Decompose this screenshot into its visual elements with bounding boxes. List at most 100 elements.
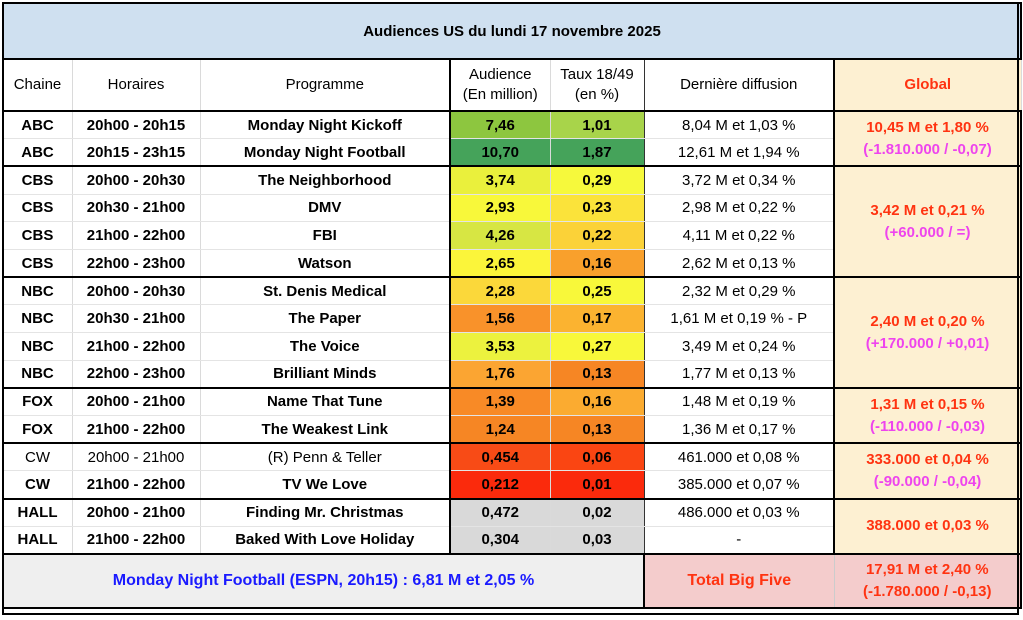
total-big-five-label: Total Big Five — [643, 553, 835, 609]
cell-derniere: 385.000 et 0,07 % — [643, 470, 835, 500]
cell-audience: 1,24 — [449, 415, 551, 444]
cell-taux: 0,13 — [549, 415, 645, 444]
header-taux-line1: Taux 18/49 — [560, 66, 634, 83]
cell-audience: 3,74 — [449, 165, 551, 195]
table-row: CW 21h00 - 22h00 TV We Love 0,212 0,01 385.00… — [2, 470, 1021, 500]
cell-taux: 1,01 — [549, 110, 645, 140]
cell-chaine: FOX — [2, 386, 73, 417]
cell-programme: FBI — [199, 221, 451, 250]
cell-programme: The Neighborhood — [199, 165, 451, 195]
cell-taux: 0,02 — [549, 497, 645, 527]
header-programme: Programme — [199, 58, 451, 112]
cell-derniere: 2,32 M et 0,29 % — [643, 276, 835, 306]
cell-chaine: NBC — [2, 276, 73, 306]
cell-horaires: 20h00 - 20h30 — [71, 165, 201, 195]
table-row: HALL 20h00 - 21h00 Finding Mr. Christmas 0,… — [2, 497, 1023, 556]
global-diff-value: (-1.810.000 / -0,07) — [863, 140, 992, 158]
cell-derniere: 486.000 et 0,03 % — [643, 497, 835, 527]
total-big-five-value: 17,91 M et 2,40 % (-1.780.000 / -0,13) — [833, 553, 1023, 609]
table-row: CBS 21h00 - 22h00 FBI 4,26 0,22 4,11 M et 0,2… — [2, 221, 1021, 250]
cell-derniere: 1,77 M et 0,13 % — [643, 359, 835, 389]
global-cw: 333.000 et 0,04 % (-90.000 / -0,04) — [832, 442, 1023, 500]
cell-taux: 0,16 — [549, 386, 645, 417]
cell-taux: 0,16 — [549, 248, 645, 278]
cell-chaine: HALL — [2, 497, 73, 527]
cell-audience: 0,454 — [449, 442, 551, 472]
cell-derniere: 8,04 M et 1,03 % — [643, 110, 835, 140]
cell-taux: 0,29 — [549, 165, 645, 195]
cell-derniere: 3,72 M et 0,34 % — [643, 165, 835, 195]
cell-programme: Finding Mr. Christmas — [199, 497, 451, 527]
cell-programme: (R) Penn & Teller — [199, 442, 451, 472]
cell-programme: DMV — [199, 193, 451, 223]
cell-audience: 0,304 — [449, 525, 551, 555]
table-row: NBC 22h00 - 23h00 Brilliant Minds 1,76 0,13 1… — [2, 359, 1021, 389]
cell-derniere: 2,98 M et 0,22 % — [643, 193, 835, 223]
total-main-value: 17,91 M et 2,40 % — [865, 561, 989, 578]
cell-horaires: 20h00 - 21h00 — [71, 442, 201, 472]
cell-audience: 1,76 — [449, 359, 551, 389]
cell-chaine: NBC — [2, 332, 73, 361]
cell-horaires: 21h00 - 22h00 — [71, 525, 201, 555]
cell-chaine: NBC — [2, 359, 73, 389]
cell-derniere: 1,36 M et 0,17 % — [643, 415, 835, 444]
table-row: CBS 20h00 - 20h30 The Neighborhood 3,74 0,29… — [2, 165, 1023, 279]
cell-chaine: CBS — [2, 248, 73, 278]
global-diff-value: (-110.000 / -0,03) — [869, 417, 986, 435]
table-row: NBC 20h30 - 21h00 The Paper 1,56 0,17 1,61 M … — [2, 304, 1021, 333]
cell-derniere: 461.000 et 0,08 % — [643, 442, 835, 472]
global-fox: 1,31 M et 0,15 % (-110.000 / -0,03) — [832, 386, 1023, 445]
global-main-value: 3,42 M et 0,21 % — [870, 201, 985, 219]
cell-audience: 1,39 — [449, 386, 551, 417]
header-audience-line1: Audience — [468, 66, 532, 83]
header-global: Global — [832, 58, 1022, 112]
cell-audience: 2,93 — [449, 193, 551, 223]
global-hall: 388.000 et 0,03 % — [832, 497, 1023, 556]
global-diff-value: (+60.000 / =) — [884, 223, 971, 241]
cell-derniere: 12,61 M et 1,94 % — [643, 138, 835, 167]
total-diff-value: (-1.780.000 / -0,13) — [863, 583, 992, 600]
footer-row: Monday Night Football (ESPN, 20h15) : 6,… — [2, 553, 1023, 609]
table-row: CW 20h00 - 21h00 (R) Penn & Teller 0,454 0,0… — [2, 442, 1023, 500]
cell-chaine: ABC — [2, 110, 73, 140]
header-audience-line2: (En million) — [462, 86, 538, 103]
cell-audience: 7,46 — [449, 110, 551, 140]
header-taux-line2: (en %) — [574, 86, 620, 103]
cell-taux: 0,01 — [549, 470, 645, 500]
cell-audience: 3,53 — [449, 332, 551, 361]
header-taux: Taux 18/49 (en %) — [549, 58, 645, 112]
cell-horaires: 20h00 - 21h00 — [71, 386, 201, 417]
header-horaires: Horaires — [71, 58, 201, 112]
global-diff-value: (-90.000 / -0,04) — [873, 472, 982, 490]
cell-derniere: 4,11 M et 0,22 % — [643, 221, 835, 250]
cell-programme: The Weakest Link — [199, 415, 451, 444]
cell-horaires: 20h30 - 21h00 — [71, 193, 201, 223]
cell-programme: Monday Night Football — [199, 138, 451, 167]
cell-programme: Brilliant Minds — [199, 359, 451, 389]
cell-horaires: 20h15 - 23h15 — [71, 138, 201, 167]
table-row: FOX 21h00 - 22h00 The Weakest Link 1,24 0,13… — [2, 415, 1021, 444]
global-cbs: 3,42 M et 0,21 % (+60.000 / =) — [832, 165, 1023, 279]
cell-taux: 0,27 — [549, 332, 645, 361]
table-row: CBS 20h30 - 21h00 DMV 2,93 0,23 2,98 M et 0,2… — [2, 193, 1021, 223]
cell-derniere: 3,49 M et 0,24 % — [643, 332, 835, 361]
table-title: Audiences US du lundi 17 novembre 2025 — [1, 2, 1023, 60]
header-row: Chaine Horaires Programme Audience (En mi… — [2, 58, 1022, 112]
cell-programme: The Paper — [199, 304, 451, 333]
table-row: ABC 20h15 - 23h15 Monday Night Football 10,… — [2, 138, 1021, 167]
cell-taux: 0,25 — [549, 276, 645, 306]
global-main-value: 2,40 M et 0,20 % — [870, 312, 985, 330]
cell-taux: 0,06 — [549, 442, 645, 472]
cell-chaine: FOX — [2, 415, 73, 444]
table-row: NBC 21h00 - 22h00 The Voice 3,53 0,27 3,49 M … — [2, 332, 1021, 361]
cell-programme: Watson — [199, 248, 451, 278]
global-main-value: 388.000 et 0,03 % — [866, 517, 989, 535]
global-diff-value: (+170.000 / +0,01) — [865, 334, 990, 352]
cell-audience: 10,70 — [449, 138, 551, 167]
header-audience: Audience (En million) — [449, 58, 551, 112]
cell-taux: 0,13 — [549, 359, 645, 389]
header-derniere: Dernière diffusion — [643, 58, 835, 112]
global-nbc: 2,40 M et 0,20 % (+170.000 / +0,01) — [832, 276, 1023, 389]
ratings-table: Audiences US du lundi 17 novembre 2025 C… — [1, 2, 1023, 609]
